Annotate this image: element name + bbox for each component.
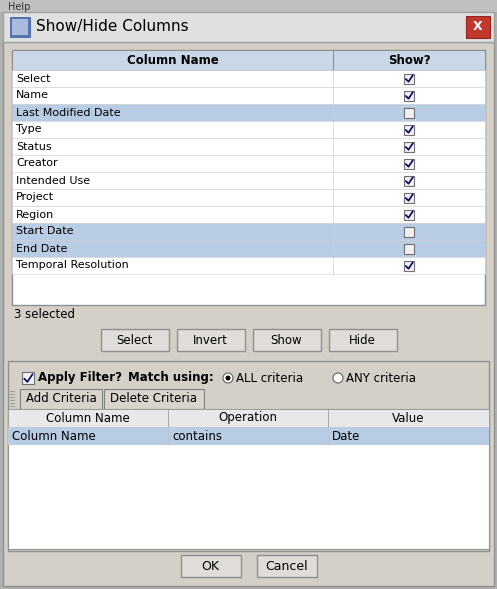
Bar bbox=[12, 50, 485, 70]
Text: Date: Date bbox=[332, 429, 360, 442]
Bar bbox=[12, 189, 485, 206]
Text: Start Date: Start Date bbox=[16, 227, 74, 237]
Bar bbox=[404, 243, 414, 253]
Text: Cancel: Cancel bbox=[265, 560, 308, 573]
Bar bbox=[8, 427, 489, 445]
Bar bbox=[404, 158, 414, 168]
Bar bbox=[12, 121, 485, 138]
Text: ALL criteria: ALL criteria bbox=[236, 372, 303, 385]
Bar bbox=[404, 260, 414, 270]
Bar bbox=[12, 172, 485, 189]
Text: Apply Filter?: Apply Filter? bbox=[38, 372, 122, 385]
Text: Add Criteria: Add Criteria bbox=[26, 392, 96, 405]
Bar bbox=[12, 87, 485, 104]
Text: Creator: Creator bbox=[16, 158, 58, 168]
Text: Temporal Resolution: Temporal Resolution bbox=[16, 260, 129, 270]
Text: Hide: Hide bbox=[349, 333, 376, 346]
Bar bbox=[12, 155, 485, 172]
Text: 3 selected: 3 selected bbox=[14, 309, 75, 322]
Bar bbox=[404, 176, 414, 186]
Text: Column Name: Column Name bbox=[12, 429, 96, 442]
Bar bbox=[256, 555, 317, 577]
Text: X: X bbox=[473, 21, 483, 34]
Bar bbox=[12, 70, 485, 87]
Text: End Date: End Date bbox=[16, 243, 68, 253]
Text: OK: OK bbox=[201, 560, 220, 573]
Bar bbox=[12, 206, 485, 223]
Bar bbox=[12, 223, 485, 240]
Text: Type: Type bbox=[16, 124, 42, 134]
Text: Intended Use: Intended Use bbox=[16, 176, 90, 186]
Bar bbox=[0, 0, 497, 12]
Text: Delete Criteria: Delete Criteria bbox=[110, 392, 197, 405]
Bar bbox=[404, 74, 414, 84]
Text: Project: Project bbox=[16, 193, 54, 203]
Text: Select: Select bbox=[116, 333, 153, 346]
Bar bbox=[12, 104, 485, 121]
Bar bbox=[404, 124, 414, 134]
Bar bbox=[104, 389, 204, 409]
Bar bbox=[12, 240, 485, 257]
Bar bbox=[12, 19, 28, 35]
Text: Column Name: Column Name bbox=[127, 54, 218, 67]
Bar bbox=[466, 16, 490, 38]
Text: Operation: Operation bbox=[219, 412, 277, 425]
Text: Value: Value bbox=[392, 412, 425, 425]
Bar bbox=[329, 329, 397, 351]
Circle shape bbox=[223, 373, 233, 383]
Bar bbox=[404, 227, 414, 237]
Text: Region: Region bbox=[16, 210, 54, 220]
Bar bbox=[8, 409, 489, 549]
Bar bbox=[20, 389, 102, 409]
Circle shape bbox=[333, 373, 343, 383]
Text: Status: Status bbox=[16, 141, 52, 151]
Bar bbox=[252, 329, 321, 351]
Text: Name: Name bbox=[16, 91, 49, 101]
Text: Select: Select bbox=[16, 74, 51, 84]
Bar bbox=[100, 329, 168, 351]
Text: ANY criteria: ANY criteria bbox=[346, 372, 416, 385]
Bar bbox=[404, 108, 414, 117]
Text: Invert: Invert bbox=[193, 333, 228, 346]
Bar bbox=[8, 409, 489, 427]
Circle shape bbox=[226, 376, 231, 380]
Text: Show: Show bbox=[271, 333, 302, 346]
Text: Show/Hide Columns: Show/Hide Columns bbox=[36, 19, 189, 35]
Bar bbox=[404, 141, 414, 151]
Text: Column Name: Column Name bbox=[46, 412, 130, 425]
Bar bbox=[404, 91, 414, 101]
Text: Last Modified Date: Last Modified Date bbox=[16, 108, 121, 117]
Bar bbox=[176, 329, 245, 351]
Bar bbox=[404, 210, 414, 220]
Bar bbox=[12, 50, 485, 305]
Bar bbox=[180, 555, 241, 577]
Bar bbox=[22, 372, 34, 384]
Text: contains: contains bbox=[172, 429, 222, 442]
Bar bbox=[12, 138, 485, 155]
Bar bbox=[3, 12, 494, 42]
Bar bbox=[8, 361, 489, 551]
Text: Show?: Show? bbox=[388, 54, 430, 67]
Bar bbox=[10, 17, 30, 37]
Text: Match using:: Match using: bbox=[128, 372, 214, 385]
Bar bbox=[404, 193, 414, 203]
Bar bbox=[12, 257, 485, 274]
Text: Help: Help bbox=[8, 2, 30, 12]
